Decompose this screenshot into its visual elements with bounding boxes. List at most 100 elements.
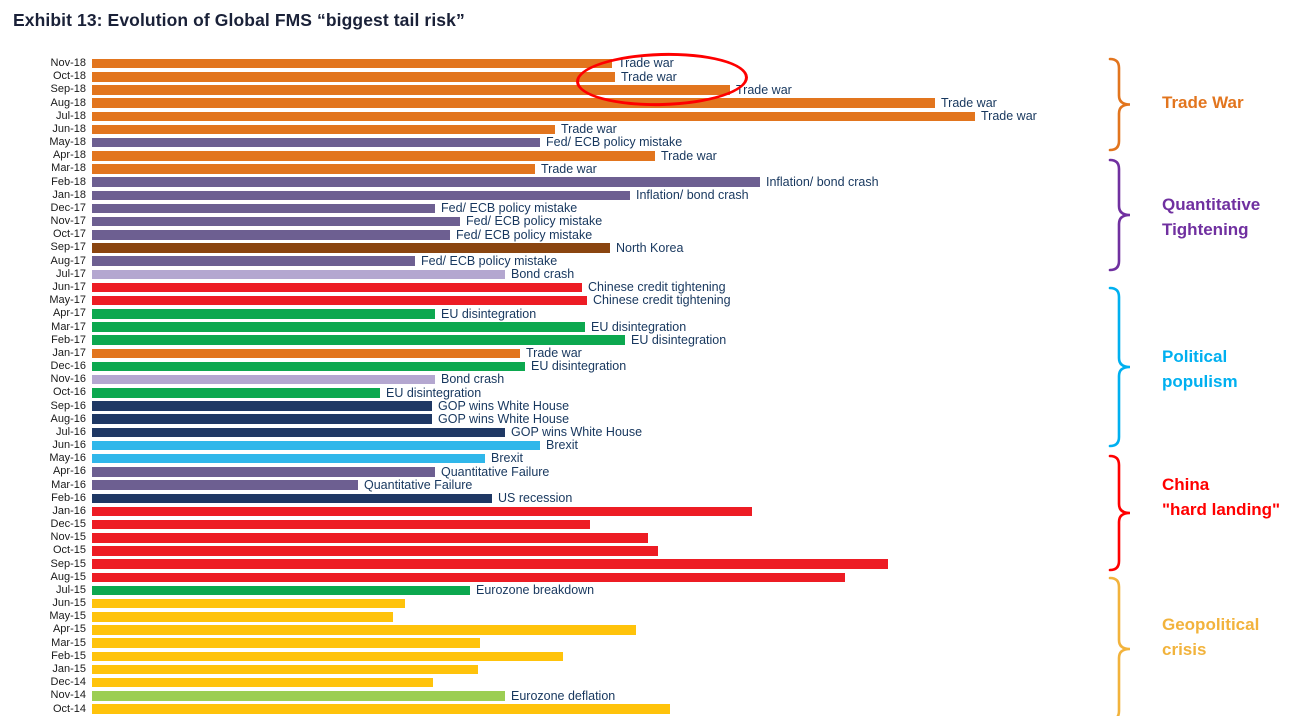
bar-label: EU disintegration <box>386 385 482 400</box>
date-label: May-18 <box>49 136 86 149</box>
bar <box>92 572 845 583</box>
chart-row: Jun-17 Chinese credit tightening <box>0 281 1100 294</box>
date-label: Jul-15 <box>56 583 86 596</box>
date-label: Nov-14 <box>50 689 86 702</box>
bar <box>92 401 432 411</box>
date-label: Jul-17 <box>56 267 86 280</box>
chart-row: May-15 <box>0 610 1100 623</box>
date-label: Aug-17 <box>50 254 86 267</box>
bar <box>92 374 435 385</box>
bar <box>92 216 460 227</box>
date-label: Mar-18 <box>51 162 86 175</box>
bar-label: Chinese credit tightening <box>593 293 731 308</box>
bar-label: Inflation/ bond crash <box>636 188 749 203</box>
date-label: Oct-15 <box>52 544 86 557</box>
bar <box>92 704 670 714</box>
bar <box>92 230 450 240</box>
bar <box>92 177 760 187</box>
label-line: populism <box>1162 372 1238 391</box>
chart-row: May-16 Brexit <box>0 452 1100 465</box>
geopolitical-crisis-brace <box>1108 576 1131 716</box>
bar-label: Quantitative Failure <box>441 464 550 479</box>
bar <box>92 414 432 424</box>
date-label: Jan-18 <box>52 188 86 201</box>
date-label: Sep-18 <box>50 83 86 96</box>
bar <box>92 467 435 477</box>
date-label: Feb-17 <box>51 333 86 346</box>
bar <box>92 58 612 69</box>
date-label: Oct-14 <box>52 702 86 715</box>
bar-label: Eurozone breakdown <box>476 583 595 598</box>
chart-row: Nov-17 Fed/ ECB policy mistake <box>0 215 1100 228</box>
date-label: Nov-17 <box>50 215 86 228</box>
date-label: Mar-16 <box>51 478 86 491</box>
bar <box>92 243 610 253</box>
chart-row: May-17 Chinese credit tightening <box>0 294 1100 307</box>
geopolitical-crisis-label: Geopolitical crisis <box>1162 612 1302 663</box>
bar <box>92 651 563 662</box>
label-line: Tightening <box>1162 220 1249 239</box>
chart-row: Jan-15 <box>0 663 1100 676</box>
date-label: Feb-18 <box>51 175 86 188</box>
bar-label: Trade war <box>981 109 1037 124</box>
date-label: Feb-15 <box>51 649 86 662</box>
date-label: May-17 <box>49 294 86 307</box>
bar <box>92 546 658 556</box>
bar <box>92 612 393 622</box>
date-label: Jan-16 <box>52 504 86 517</box>
label-line: crisis <box>1162 640 1207 659</box>
chart-row: Dec-15 <box>0 518 1100 531</box>
date-label: Sep-16 <box>50 399 86 412</box>
bar-label: Fed/ ECB policy mistake <box>421 253 558 268</box>
chart-row: Mar-17 EU disintegration <box>0 320 1100 333</box>
bar <box>92 493 492 503</box>
political-populism-brace <box>1108 286 1131 448</box>
date-label: Dec-17 <box>50 201 86 214</box>
bar-label: Inflation/ bond crash <box>766 174 879 189</box>
bar-label: Fed/ ECB policy mistake <box>466 214 603 229</box>
bar-label: GOP wins White House <box>438 411 570 426</box>
date-label: Oct-16 <box>52 386 86 399</box>
label-line: China <box>1162 474 1210 494</box>
bar-label: Trade war <box>561 122 617 137</box>
chart-row: Sep-17 North Korea <box>0 241 1100 254</box>
chart-row: Mar-15 <box>0 637 1100 650</box>
date-label: Jun-15 <box>52 597 86 610</box>
date-label: Sep-17 <box>50 241 86 254</box>
trade-war-label: Trade War <box>1162 90 1302 116</box>
chart-row: Jul-17 Bond crash <box>0 268 1100 281</box>
bar-label: US recession <box>498 491 573 505</box>
china-hard-landing-label: China "hard landing" <box>1162 472 1302 523</box>
quantitative-tightening-brace <box>1108 158 1131 272</box>
tail-risk-bar-chart: Nov-18 Trade war Oct-18 Trade war Sep-18 Trad… <box>0 57 1100 716</box>
date-label: Jun-17 <box>52 281 86 293</box>
chart-row: Jan-16 <box>0 505 1100 518</box>
bar <box>92 440 540 451</box>
chart-row: Apr-18 Trade war <box>0 149 1100 162</box>
bar-label: Trade war <box>941 95 997 110</box>
chart-row: Dec-14 <box>0 676 1100 689</box>
bar <box>92 388 380 398</box>
china-hard-landing-brace <box>1108 454 1131 572</box>
date-label: Oct-18 <box>52 70 86 83</box>
exhibit-title: Exhibit 13: Evolution of Global FMS “big… <box>13 10 465 30</box>
bar-label: Brexit <box>546 438 578 453</box>
chart-row: Jan-18 Inflation/ bond crash <box>0 189 1100 202</box>
date-label: Mar-17 <box>51 320 86 333</box>
bar <box>92 664 478 675</box>
bar-label: GOP wins White House <box>438 398 570 413</box>
date-label: Apr-15 <box>52 623 86 636</box>
bar <box>92 559 888 569</box>
date-label: Dec-14 <box>50 676 86 689</box>
date-label: Jan-15 <box>52 662 86 675</box>
date-label: Apr-16 <box>52 465 86 478</box>
bar-label: Fed/ ECB policy mistake <box>546 135 683 150</box>
bar-label: Eurozone deflation <box>511 688 616 703</box>
label-line: Political <box>1162 346 1228 366</box>
date-label: Jun-16 <box>52 439 86 452</box>
label-line: Quantitative <box>1162 194 1261 214</box>
date-label: Sep-15 <box>50 557 86 570</box>
bar <box>92 322 585 332</box>
bar <box>92 98 935 108</box>
